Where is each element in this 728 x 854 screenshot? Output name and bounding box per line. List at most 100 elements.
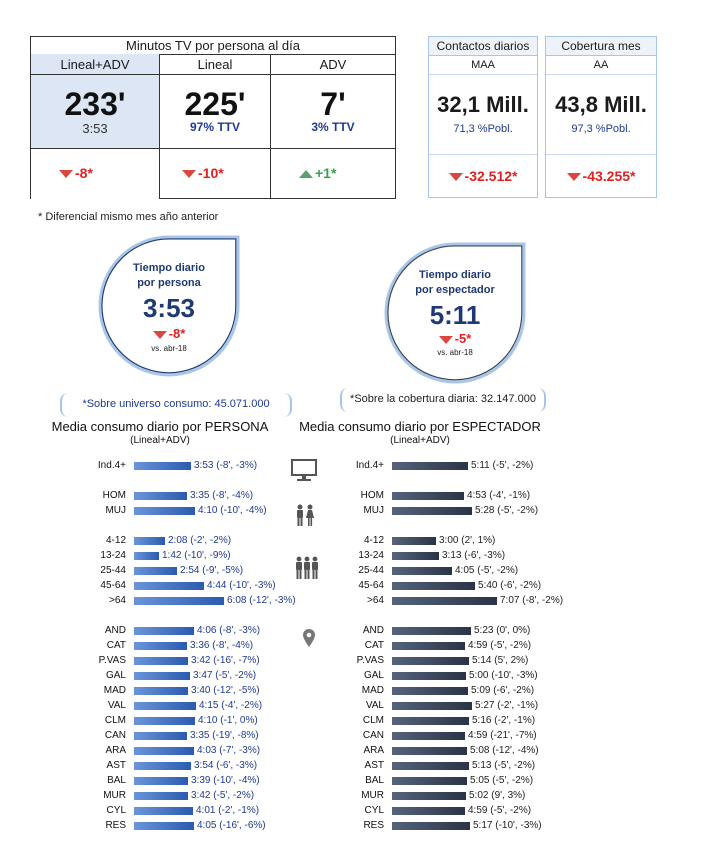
category-label: 4-12 bbox=[105, 535, 126, 546]
bar bbox=[134, 552, 159, 560]
chart-persona-title: Media consumo diario por PERSONA bbox=[51, 419, 269, 434]
category-label: >64 bbox=[109, 595, 126, 606]
category-label: CAN bbox=[362, 730, 384, 741]
box-delta: -32.512* bbox=[429, 154, 537, 195]
data-label: 3:35 (-8', -4%) bbox=[190, 490, 254, 501]
down-triangle-icon bbox=[438, 335, 453, 344]
drop-persona-line2: por persona bbox=[137, 277, 201, 289]
bar bbox=[392, 762, 469, 770]
location-pin-icon bbox=[303, 629, 315, 647]
data-label: 3:54 (-6', -3%) bbox=[194, 760, 258, 771]
bar bbox=[392, 642, 465, 650]
bar bbox=[134, 822, 194, 830]
category-label: 25-44 bbox=[100, 565, 126, 576]
chart-espectador-subtitle: (Lineal+ADV) bbox=[390, 435, 450, 446]
sub-value: 97% TTV bbox=[189, 120, 240, 134]
category-label: AND bbox=[362, 625, 384, 636]
drop-persona-line1: Tiempo diario bbox=[133, 262, 205, 274]
universe-espectador: *Sobre la cobertura diaria: 32.147.000 bbox=[340, 388, 546, 412]
category-label: 4-12 bbox=[363, 535, 384, 546]
category-label: 25-44 bbox=[358, 565, 384, 576]
data-label: 3:13 (-6', -3%) bbox=[442, 550, 506, 561]
bar bbox=[134, 492, 187, 500]
category-label: MAD bbox=[103, 685, 126, 696]
category-label: MUR bbox=[361, 790, 384, 801]
data-label: 3:47 (-5', -2%) bbox=[193, 670, 257, 681]
box-value: 43,8 Mill. bbox=[555, 92, 647, 117]
group-people-icon bbox=[296, 556, 318, 579]
box-header: Contactos diarios bbox=[429, 37, 537, 56]
bar bbox=[392, 747, 467, 755]
category-label: Ind.4+ bbox=[355, 460, 384, 471]
delta-value: -43.255* bbox=[582, 168, 636, 184]
data-label: 4:03 (-7', -3%) bbox=[197, 745, 261, 756]
data-label: 4:05 (-16', -6%) bbox=[197, 820, 266, 831]
bar bbox=[392, 462, 468, 470]
bar bbox=[134, 567, 177, 575]
category-label: ARA bbox=[363, 745, 384, 756]
data-label: 4:53 (-4', -1%) bbox=[467, 490, 531, 501]
bar bbox=[392, 537, 436, 545]
delta-value: -32.512* bbox=[464, 168, 518, 184]
category-label: P.VAS bbox=[356, 655, 384, 666]
bar bbox=[392, 567, 452, 575]
category-label: AST bbox=[364, 760, 384, 771]
bar bbox=[392, 597, 497, 605]
delta-value: -8* bbox=[75, 165, 93, 181]
data-label: 2:08 (-2', -2%) bbox=[168, 535, 232, 546]
category-label: MUJ bbox=[105, 505, 126, 516]
data-label: 3:39 (-10', -4%) bbox=[191, 775, 260, 786]
category-label: CYL bbox=[106, 805, 126, 816]
table-title: Minutos TV por persona al día bbox=[31, 37, 395, 55]
col-lineal-adv: Lineal+ADV 233' 3:53 -8* bbox=[31, 54, 160, 199]
data-label: 4:15 (-4', -2%) bbox=[199, 700, 263, 711]
footnote: * Diferencial mismo mes año anterior bbox=[38, 211, 219, 223]
data-label: 1:42 (-10', -9%) bbox=[162, 550, 231, 561]
box-pct: 97,3 %Pobl. bbox=[571, 123, 631, 135]
sub-value: 3:53 bbox=[82, 121, 108, 136]
bar bbox=[392, 702, 472, 710]
category-label: Ind.4+ bbox=[97, 460, 126, 471]
data-label: 5:27 (-2', -1%) bbox=[475, 700, 539, 711]
box-sub: MAA bbox=[429, 58, 537, 75]
col-header: Lineal bbox=[160, 54, 270, 75]
data-label: 4:10 (-1', 0%) bbox=[198, 715, 258, 726]
category-label: CLM bbox=[362, 715, 384, 726]
data-label: 3:00 (2', 1%) bbox=[439, 535, 496, 546]
bar bbox=[392, 792, 466, 800]
bar bbox=[134, 657, 188, 665]
box-sub: AA bbox=[546, 58, 656, 75]
category-label: GAL bbox=[105, 670, 126, 681]
droplet-persona bbox=[98, 235, 240, 377]
col-header: Lineal+ADV bbox=[31, 54, 159, 75]
bar bbox=[134, 642, 187, 650]
data-label: 4:44 (-10', -3%) bbox=[207, 580, 276, 591]
data-label: 4:06 (-8', -3%) bbox=[197, 625, 261, 636]
bar bbox=[134, 672, 190, 680]
col-header: ADV bbox=[271, 54, 395, 75]
category-label: MUJ bbox=[363, 505, 384, 516]
down-triangle-icon bbox=[448, 173, 463, 182]
category-label: BAL bbox=[107, 775, 126, 786]
box-header: Cobertura mes bbox=[546, 37, 656, 56]
sub-value: 3% TTV bbox=[311, 120, 355, 134]
delta-cell: -10* bbox=[160, 148, 270, 199]
bar bbox=[392, 627, 471, 635]
drop-espectador-line2: por espectador bbox=[415, 284, 495, 296]
data-label: 3:35 (-19', -8%) bbox=[190, 730, 259, 741]
delta-value: +1* bbox=[315, 165, 337, 181]
category-label: P.VAS bbox=[98, 655, 126, 666]
col-lineal: Lineal 225' 97% TTV -10* bbox=[160, 54, 271, 199]
bar bbox=[134, 717, 195, 725]
category-label: CYL bbox=[364, 805, 384, 816]
data-label: 5:05 (-5', -2%) bbox=[470, 775, 534, 786]
data-label: 5:16 (-2', -1%) bbox=[472, 715, 536, 726]
category-label: CLM bbox=[104, 715, 126, 726]
data-label: 5:11 (-5', -2%) bbox=[471, 460, 534, 471]
category-label: AND bbox=[104, 625, 126, 636]
data-label: 5:28 (-5', -2%) bbox=[475, 505, 539, 516]
data-label: 3:53 (-8', -3%) bbox=[194, 460, 258, 471]
minutos-tv-table: Minutos TV por persona al día Lineal+ADV… bbox=[30, 36, 396, 199]
category-label: HOM bbox=[102, 490, 126, 501]
big-value: 7' bbox=[320, 86, 346, 122]
